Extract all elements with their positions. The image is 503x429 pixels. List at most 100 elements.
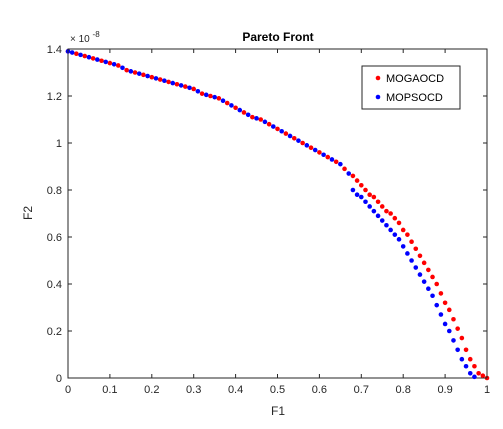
- data-point-mogaocd: [451, 316, 456, 322]
- y-exponent-power: -8: [93, 30, 101, 39]
- data-point-mogaocd: [308, 145, 314, 150]
- legend-label-mogaocd: MOGAOCD: [386, 73, 444, 85]
- data-point-mopsocd: [237, 107, 243, 113]
- data-point-mopsocd: [111, 61, 117, 67]
- y-exponent-label: × 10 -8: [70, 30, 100, 45]
- data-point-mopsocd: [463, 363, 469, 369]
- data-point-mopsocd: [296, 138, 301, 143]
- data-point-mopsocd: [262, 119, 268, 125]
- data-point-mogaocd: [333, 159, 339, 165]
- data-point-mopsocd: [434, 302, 440, 308]
- series-mopsocd: [65, 49, 477, 380]
- data-point-mogaocd: [375, 199, 381, 205]
- data-point-mogaocd: [467, 356, 473, 362]
- x-tick-label: 0.4: [228, 384, 243, 396]
- x-tick-label: 0: [65, 384, 71, 396]
- data-point-mogaocd: [157, 77, 163, 82]
- data-point-mogaocd: [283, 131, 289, 136]
- data-point-mogaocd: [379, 204, 385, 209]
- data-point-mogaocd: [74, 51, 79, 56]
- x-axis-label: F1: [271, 404, 285, 418]
- y-tick-label: 1: [56, 138, 62, 150]
- data-point-mogaocd: [224, 100, 230, 106]
- data-point-mogaocd: [472, 363, 477, 369]
- chart-title: Pareto Front: [242, 30, 313, 44]
- data-point-mogaocd: [476, 371, 481, 376]
- data-point-mopsocd: [329, 157, 335, 162]
- svg-text:× 10 -8: × 10 -8: [70, 30, 100, 45]
- data-point-mopsocd: [472, 374, 477, 380]
- data-point-mopsocd: [359, 194, 364, 200]
- data-point-mogaocd: [174, 81, 180, 87]
- x-tick-label: 1: [484, 384, 490, 396]
- data-point-mopsocd: [363, 199, 368, 205]
- data-point-mogaocd: [446, 307, 452, 313]
- data-point-mogaocd: [363, 187, 368, 193]
- data-point-mopsocd: [136, 71, 142, 76]
- data-point-mogaocd: [413, 246, 419, 252]
- data-point-mopsocd: [354, 192, 360, 197]
- data-point-mopsocd: [203, 92, 209, 98]
- data-point-mopsocd: [396, 237, 402, 242]
- data-point-mogaocd: [367, 192, 372, 197]
- data-point-mopsocd: [170, 80, 176, 86]
- data-point-mogaocd: [417, 253, 423, 259]
- series-mogaocd: [65, 49, 490, 381]
- data-point-mopsocd: [442, 321, 448, 327]
- data-point-mogaocd: [384, 208, 389, 214]
- data-point-mogaocd: [107, 60, 113, 66]
- data-point-mogaocd: [291, 136, 297, 141]
- y-exponent-base: × 10: [70, 34, 90, 45]
- y-axis: 0 0.2 0.4 0.6 0.8 1 1.2 1.4: [47, 44, 487, 385]
- data-point-mopsocd: [69, 50, 75, 55]
- data-point-mogaocd: [442, 300, 448, 306]
- data-point-mopsocd: [426, 286, 431, 292]
- data-point-mogaocd: [430, 274, 435, 280]
- data-point-mogaocd: [359, 183, 364, 188]
- legend-box: [361, 65, 461, 110]
- data-point-mogaocd: [371, 194, 377, 200]
- data-point-mopsocd: [367, 204, 372, 209]
- data-point-mopsocd: [304, 143, 310, 148]
- legend-label-mopsocd: MOPSOCD: [386, 92, 443, 104]
- data-point-mogaocd: [388, 211, 393, 216]
- data-point-mopsocd: [384, 222, 389, 228]
- data-point-mopsocd: [459, 356, 465, 362]
- data-point-mopsocd: [421, 279, 427, 284]
- data-point-mopsocd: [375, 213, 381, 219]
- data-point-mopsocd: [350, 187, 356, 193]
- y-tick-label: 0.8: [47, 185, 62, 197]
- data-point-mopsocd: [153, 76, 159, 81]
- data-point-mopsocd: [438, 312, 444, 317]
- data-point-mogaocd: [463, 347, 469, 353]
- data-point-mogaocd: [459, 335, 465, 341]
- data-point-mopsocd: [430, 293, 435, 299]
- data-point-mogaocd: [396, 220, 402, 226]
- data-point-mopsocd: [78, 52, 83, 58]
- data-point-mogaocd: [325, 154, 331, 160]
- data-point-mogaocd: [400, 227, 406, 233]
- data-point-mogaocd: [233, 105, 238, 111]
- y-tick-label: 0: [56, 373, 62, 385]
- data-point-mopsocd: [409, 258, 414, 263]
- legend-marker-mopsocd: [375, 94, 381, 100]
- data-point-mopsocd: [254, 116, 259, 121]
- data-point-mopsocd: [321, 152, 326, 158]
- data-point-mopsocd: [388, 227, 393, 233]
- data-point-mogaocd: [350, 173, 356, 179]
- data-point-mopsocd: [400, 244, 406, 249]
- data-point-mopsocd: [279, 128, 284, 134]
- data-point-mopsocd: [346, 171, 352, 176]
- data-point-mogaocd: [115, 63, 121, 68]
- data-point-mopsocd: [392, 232, 398, 237]
- data-point-mopsocd: [195, 89, 201, 94]
- legend-marker-mogaocd: [375, 75, 381, 81]
- data-point-mopsocd: [229, 103, 234, 108]
- data-point-mopsocd: [86, 54, 92, 60]
- x-tick-label: 0.8: [396, 384, 411, 396]
- data-point-mopsocd: [379, 218, 385, 223]
- data-point-mopsocd: [455, 347, 460, 353]
- data-point-mopsocd: [371, 208, 377, 214]
- data-point-mopsocd: [187, 85, 192, 91]
